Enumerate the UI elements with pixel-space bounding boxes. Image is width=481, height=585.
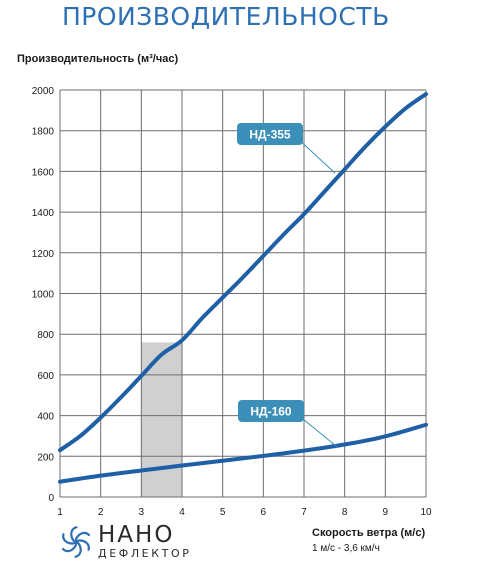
logo-name: НАНО <box>98 522 175 548</box>
y-tick-label: 2000 <box>32 86 55 97</box>
x-tick-label: 3 <box>139 507 145 518</box>
brand-logo: НАНО ДЕФЛЕКТОР <box>60 522 220 562</box>
callout-label-nd-160: НД-160 <box>250 405 292 419</box>
x-axis-note: 1 м/с - 3,6 км/ч <box>312 543 380 554</box>
y-tick-label: 800 <box>37 330 54 341</box>
x-tick-label: 7 <box>301 507 307 518</box>
x-tick-label: 10 <box>420 507 432 518</box>
x-tick-label: 1 <box>57 507 63 518</box>
callout-box-nd-160 <box>238 400 304 422</box>
x-tick-label: 5 <box>220 507 226 518</box>
callout-leader-nd-160 <box>297 414 337 447</box>
x-tick-label: 9 <box>383 507 389 518</box>
y-tick-label: 400 <box>37 412 54 423</box>
y-tick-label: 1600 <box>32 167 55 178</box>
x-tick-label: 8 <box>342 507 348 518</box>
y-tick-label: 600 <box>37 371 54 382</box>
highlight-band <box>141 342 182 497</box>
callout-label-nd-355: НД-355 <box>249 128 291 142</box>
x-tick-label: 4 <box>179 507 185 518</box>
series-line-nd-355 <box>58 92 428 453</box>
y-tick-label: 1400 <box>32 208 55 219</box>
series-line-nd-160 <box>58 422 428 484</box>
y-axis-label: Производительность (м³/час) <box>17 53 179 65</box>
y-tick-label: 1800 <box>32 127 55 138</box>
y-tick-label: 0 <box>48 493 54 504</box>
x-axis-label: Скорость ветра (м/с) <box>312 527 426 539</box>
logo-subtitle: ДЕФЛЕКТОР <box>98 547 192 560</box>
y-tick-label: 1200 <box>32 249 55 260</box>
callout-box-nd-355 <box>237 123 303 145</box>
x-tick-label: 2 <box>98 507 104 518</box>
callout-leader-nd-355 <box>296 137 336 174</box>
y-tick-label: 200 <box>37 452 54 463</box>
fan-icon <box>61 526 91 558</box>
page-title: ПРОИЗВОДИТЕЛЬНОСТЬ <box>62 2 390 31</box>
x-tick-label: 6 <box>261 507 267 518</box>
y-tick-label: 1000 <box>32 290 55 301</box>
